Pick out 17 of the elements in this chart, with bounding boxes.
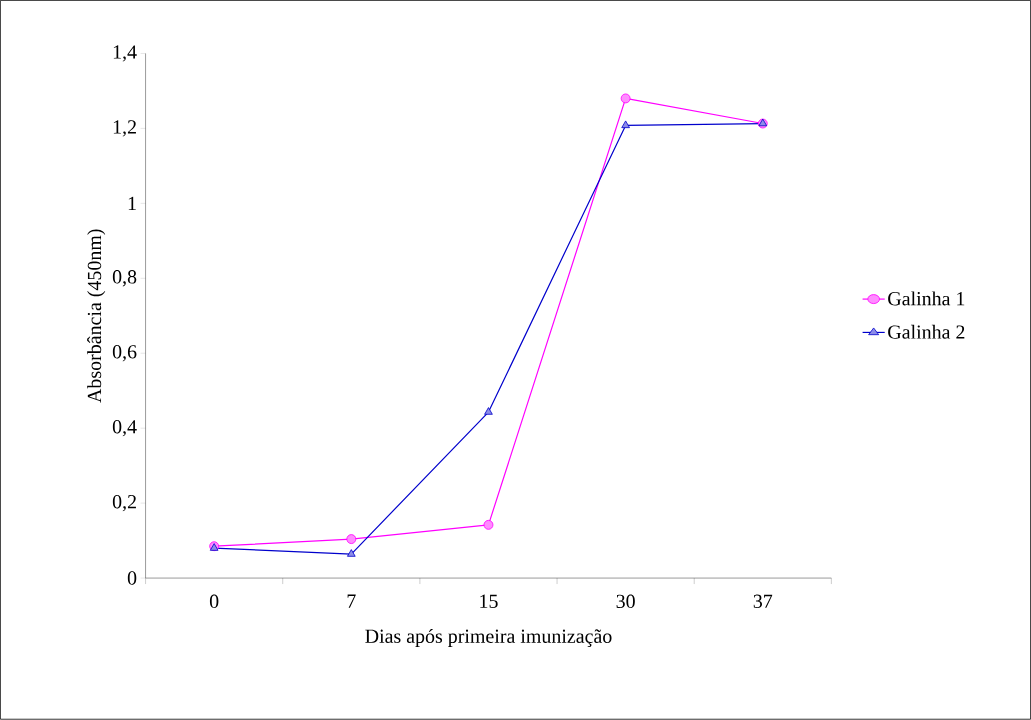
x-tick-label: 0 xyxy=(209,594,219,609)
x-tick-label: 30 xyxy=(616,594,635,609)
y-tick-label: 0,8 xyxy=(112,270,137,287)
legend-label: Galinha 1 xyxy=(888,291,965,306)
x-axis-title: Dias após primeira imunização xyxy=(365,629,612,648)
y-tick-label: 1,4 xyxy=(113,45,137,62)
legend-label: Galinha 2 xyxy=(888,324,965,339)
y-tick-label: 0,4 xyxy=(112,420,137,437)
y-axis-title: Absorbância (450nm) xyxy=(87,229,106,404)
x-tick-label: 15 xyxy=(480,594,498,609)
y-tick-label: 0 xyxy=(127,571,137,585)
y-tick-label: 1 xyxy=(128,196,136,211)
y-tick-label: 0,6 xyxy=(112,345,137,362)
y-tick-label: 1,2 xyxy=(113,120,136,137)
y-tick-label: 0,2 xyxy=(112,495,136,512)
x-tick-label: 7 xyxy=(347,594,356,608)
x-tick-label: 37 xyxy=(753,594,773,609)
